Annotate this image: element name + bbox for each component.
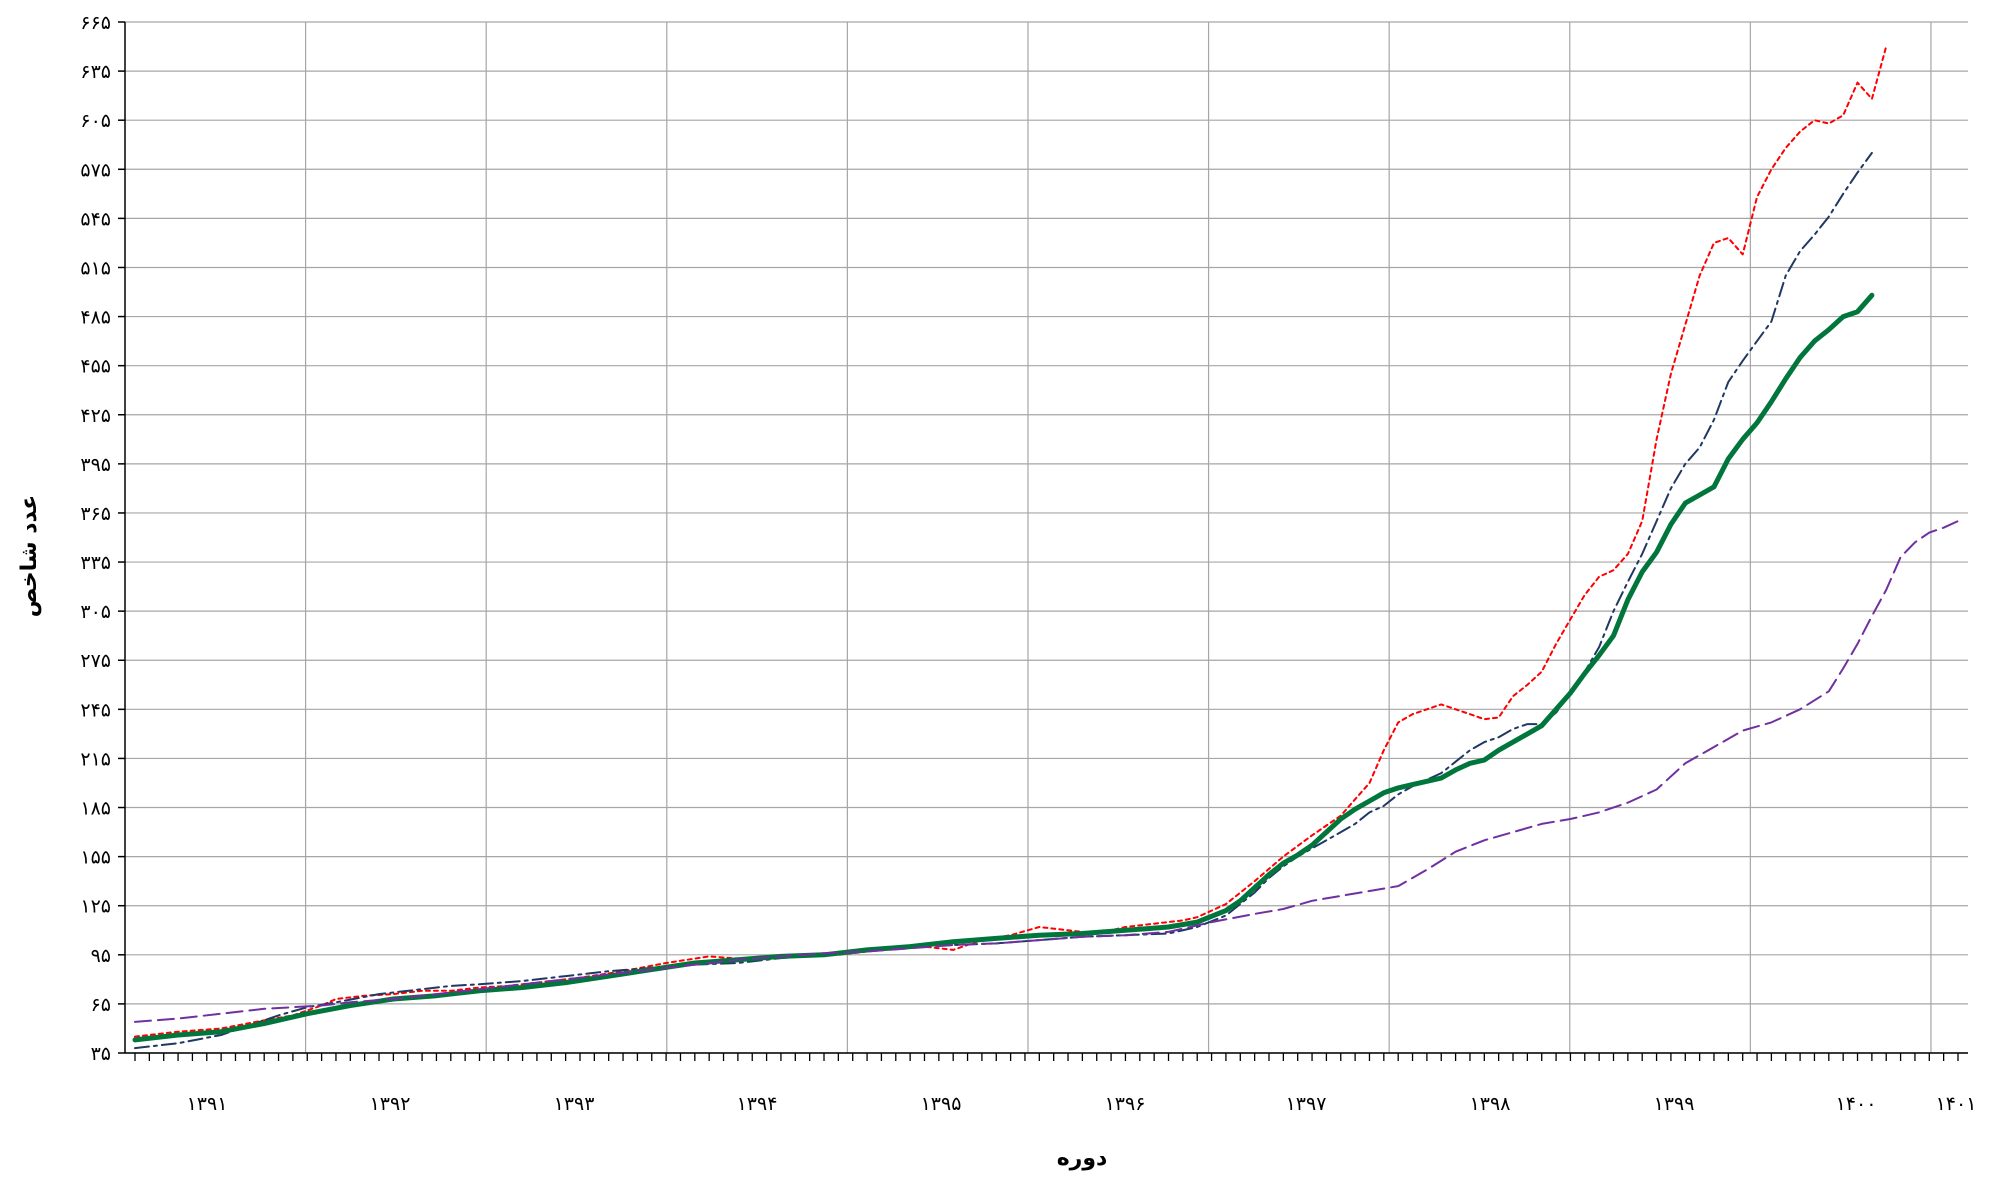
x-tick-label: ۱۳۹۸	[1470, 1093, 1511, 1115]
y-tick-label: ۱۲۵	[80, 896, 111, 918]
y-tick-label: ۹۵	[91, 945, 111, 967]
y-tick-label: ۳۶۵	[80, 503, 111, 525]
series-line-dashed	[134, 520, 1959, 1023]
x-tick-label: ۱۳۹۴	[737, 1093, 778, 1115]
x-tick-label: ۱۳۹۷	[1286, 1093, 1327, 1115]
tick-labels: ۳۵ ۶۵ ۹۵ ۱۲۵ ۱۵۵ ۱۸۵ ۲۱۵ ۲۴۵ ۲۷۵ ۳۰۵ ۳۳۵ ۳۶۵ ۳۹۵ ۴۲۵ ۴…	[80, 12, 1976, 1115]
series-line-solid	[132, 292, 1875, 1043]
grid-lines	[125, 21, 1968, 1054]
y-tick-label: ۱۸۵	[80, 798, 111, 820]
y-tick-label: ۳۳۵	[80, 552, 111, 574]
y-tick-label: ۵۴۵	[80, 208, 111, 230]
y-tick-label: ۴۵۵	[80, 356, 111, 378]
x-tick-label: ۱۴۰۱	[1936, 1093, 1977, 1115]
y-tick-label: ۲۷۵	[80, 650, 111, 672]
axes	[118, 21, 1968, 1061]
series-line-dashdot	[134, 151, 1873, 1050]
y-tick-label: ۶۰۵	[80, 110, 111, 132]
x-tick-label: ۱۳۹۵	[921, 1093, 962, 1115]
y-tick-label: ۲۱۵	[80, 748, 111, 770]
series-lines	[132, 45, 1959, 1050]
y-tick-label: ۵۷۵	[80, 159, 111, 181]
y-tick-label: ۳۵	[91, 1043, 111, 1065]
x-tick-label: ۱۳۹۶	[1105, 1093, 1146, 1115]
y-tick-label: ۶۵	[91, 994, 111, 1016]
y-tick-label: ۵۱۵	[80, 257, 111, 279]
y-tick-label: ۲۴۵	[80, 699, 111, 721]
y-tick-label: ۶۶۵	[80, 12, 111, 34]
x-tick-label: ۱۳۹۲	[370, 1093, 411, 1115]
y-axis-title: عدد شاخص	[17, 495, 42, 617]
series-line-dotted	[134, 45, 1888, 1038]
y-tick-label: ۴۸۵	[80, 307, 111, 329]
y-tick-label: ۴۲۵	[80, 405, 111, 427]
x-tick-label: ۱۳۹۹	[1654, 1093, 1695, 1115]
y-tick-label: ۳۰۵	[80, 601, 111, 623]
x-axis-title: دوره	[1057, 1146, 1108, 1171]
y-tick-label: ۳۹۵	[80, 454, 111, 476]
y-tick-label: ۱۵۵	[80, 847, 111, 869]
y-tick-label: ۶۳۵	[80, 61, 111, 83]
x-tick-label: ۱۴۰۰	[1836, 1093, 1877, 1115]
x-tick-label: ۱۳۹۱	[187, 1093, 228, 1115]
x-tick-label: ۱۳۹۳	[554, 1093, 595, 1115]
